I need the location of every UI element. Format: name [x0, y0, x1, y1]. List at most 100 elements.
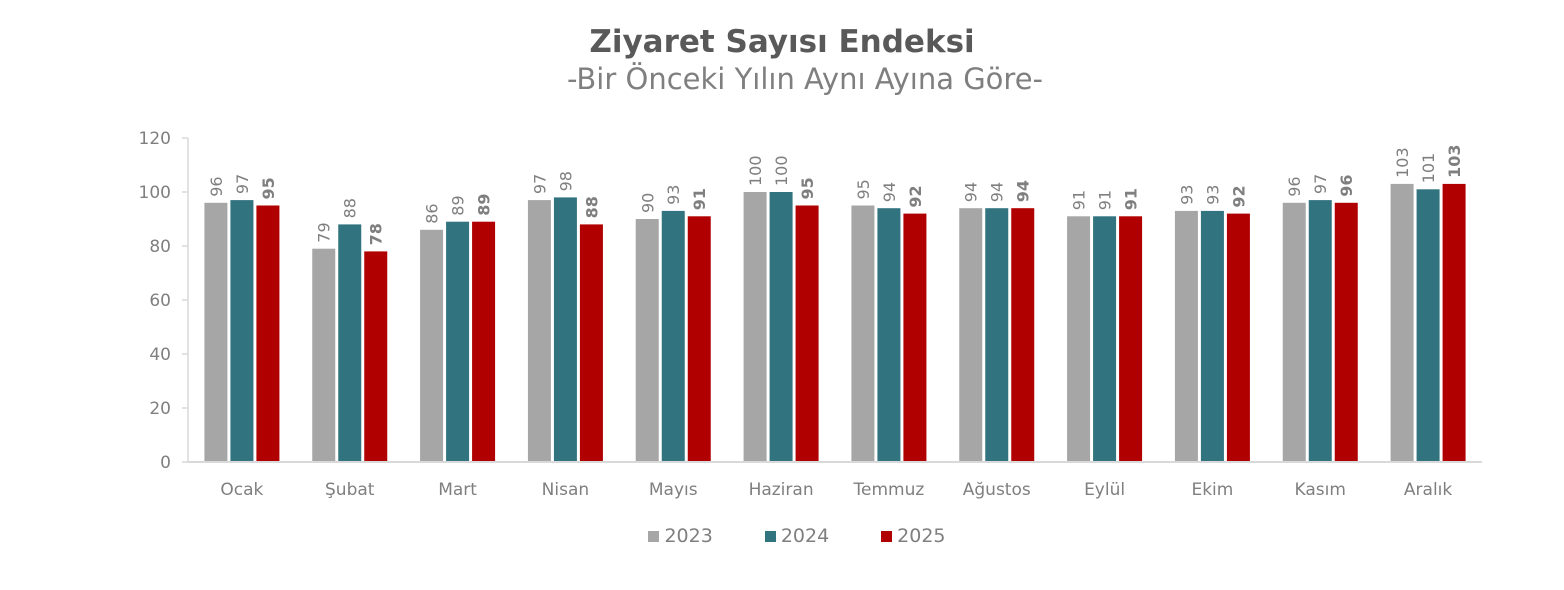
data-label: 95: [259, 177, 278, 199]
legend-item-2025[interactable]: 2025: [881, 525, 946, 547]
legend-label: 2024: [780, 525, 830, 547]
bar-2024[interactable]: [446, 221, 470, 462]
x-tick-label: Haziran: [749, 480, 814, 500]
x-tick-label: Ocak: [220, 480, 263, 500]
y-axis: 0 20 40 60 80 100 120: [139, 129, 189, 473]
bar-2024[interactable]: [1093, 216, 1117, 462]
data-label: 97: [233, 174, 252, 194]
bar-2024[interactable]: [1308, 200, 1332, 462]
bar-2023[interactable]: [1390, 183, 1414, 462]
bar-2023[interactable]: [743, 192, 767, 462]
data-label: 79: [315, 222, 334, 242]
data-label: 100: [746, 155, 765, 186]
data-label: 90: [638, 193, 657, 213]
bar-2023[interactable]: [204, 202, 228, 463]
y-tick-label: 120: [139, 129, 171, 149]
y-tick-label: 40: [149, 345, 171, 365]
bar-2024[interactable]: [661, 210, 685, 462]
bar-2023[interactable]: [635, 219, 659, 462]
bar-2024[interactable]: [985, 208, 1009, 462]
bar-2023[interactable]: [312, 248, 336, 462]
x-tick-label: Şubat: [325, 480, 375, 500]
x-tick-label: Ağustos: [963, 480, 1031, 500]
chart-subtitle: -Bir Önceki Yılın Aynı Ayına Göre-: [566, 62, 1044, 96]
data-label: 91: [1096, 190, 1115, 210]
bar-2025[interactable]: [1011, 208, 1035, 462]
y-tick-label: 0: [160, 453, 171, 473]
bar-2023[interactable]: [851, 205, 875, 463]
bar-2023[interactable]: [1067, 216, 1091, 462]
legend-swatch-2024: [764, 530, 776, 542]
bar-2025[interactable]: [1226, 213, 1250, 462]
data-label: 93: [1177, 185, 1196, 205]
bar-2025[interactable]: [579, 224, 603, 462]
bar-2023[interactable]: [1282, 202, 1306, 463]
x-tick-label: Mayıs: [649, 480, 698, 500]
bar-2025[interactable]: [1119, 216, 1143, 462]
data-label: 78: [367, 223, 386, 245]
data-label: 101: [1419, 153, 1438, 184]
y-tick-label: 20: [149, 399, 171, 419]
bar-2024[interactable]: [553, 197, 577, 462]
data-label: 91: [690, 188, 709, 210]
data-label: 97: [1311, 174, 1330, 194]
x-tick-label: Aralık: [1404, 480, 1452, 500]
data-label: 94: [1014, 180, 1033, 202]
legend-label: 2025: [897, 525, 946, 547]
bar-2025[interactable]: [364, 251, 388, 462]
x-tick-label: Eylül: [1084, 480, 1125, 500]
bar-2025[interactable]: [472, 221, 496, 462]
bar-2025[interactable]: [1334, 202, 1358, 463]
data-label: 89: [449, 195, 468, 215]
bar-2025[interactable]: [903, 213, 927, 462]
legend-swatch-2025: [881, 530, 893, 542]
data-label: 94: [880, 182, 899, 202]
legend: 2023 2024 2025: [0, 525, 1564, 547]
data-label: 96: [207, 176, 226, 196]
bar-2023[interactable]: [1174, 210, 1198, 462]
legend-item-2024[interactable]: 2024: [764, 525, 830, 547]
bar-2024[interactable]: [1416, 189, 1440, 463]
data-label: 86: [423, 203, 442, 223]
bar-2024[interactable]: [230, 200, 254, 462]
bar-2024[interactable]: [1200, 210, 1224, 462]
y-tick-label: 100: [139, 183, 171, 203]
data-label: 91: [1122, 188, 1141, 210]
data-label: 88: [582, 196, 601, 218]
data-label: 93: [1203, 185, 1222, 205]
data-label: 92: [906, 185, 925, 207]
data-labels: 96 97 95 79 88 78 86 89 89 97 98 88 90 93 91 100 100 95 95…: [207, 144, 1464, 245]
bar-2023[interactable]: [959, 208, 983, 462]
legend-item-2023[interactable]: 2023: [648, 525, 713, 547]
bar-2023[interactable]: [527, 200, 551, 462]
data-label: 88: [341, 198, 360, 218]
x-tick-label: Kasım: [1295, 480, 1346, 500]
data-label: 103: [1393, 147, 1412, 178]
data-label: 96: [1285, 176, 1304, 196]
legend-label: 2023: [664, 525, 713, 547]
data-label: 98: [556, 171, 575, 191]
bar-2024[interactable]: [769, 192, 793, 462]
bar-series: [204, 183, 1466, 463]
x-axis: Ocak Şubat Mart Nisan Mayıs Haziran Temmuz Ağus…: [188, 461, 1482, 500]
data-label: 103: [1445, 144, 1464, 177]
data-label: 89: [475, 193, 494, 215]
data-label: 97: [530, 174, 549, 194]
bar-2024[interactable]: [338, 224, 362, 462]
bar-2025[interactable]: [687, 216, 711, 462]
legend-swatch-2023: [648, 530, 660, 542]
bar-2024[interactable]: [877, 208, 901, 462]
bar-2023[interactable]: [420, 229, 444, 462]
data-label: 93: [664, 185, 683, 205]
data-label: 94: [962, 182, 981, 202]
x-tick-label: Temmuz: [853, 480, 925, 500]
data-label: 94: [988, 182, 1007, 202]
data-label: 100: [772, 155, 791, 186]
data-label: 96: [1337, 175, 1356, 197]
bar-2025[interactable]: [256, 205, 280, 463]
bar-2025[interactable]: [795, 205, 819, 463]
bar-2025[interactable]: [1442, 183, 1466, 462]
data-label: 95: [798, 177, 817, 199]
x-tick-label: Mart: [438, 480, 477, 500]
